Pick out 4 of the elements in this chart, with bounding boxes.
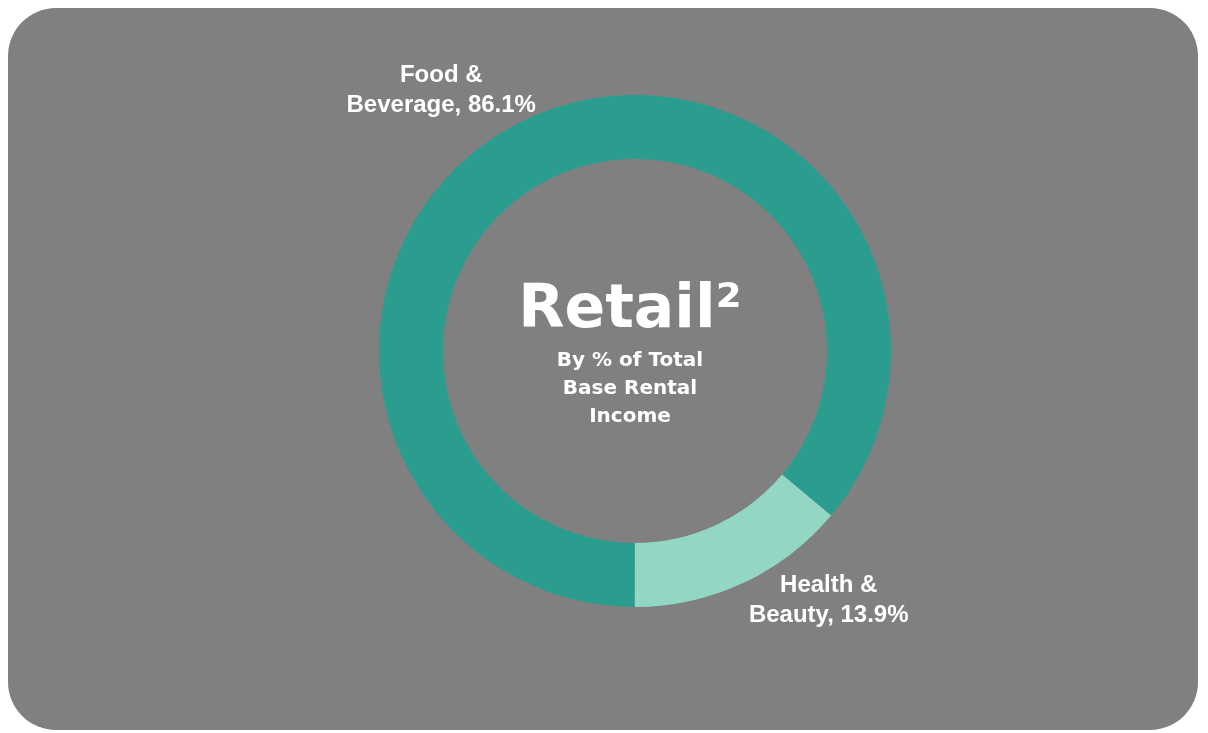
slice-label: Health & Beauty, 13.9% xyxy=(748,569,909,627)
text: Retail² xyxy=(517,271,743,341)
text: By % of Total Base Rental Income xyxy=(555,346,705,429)
slice-label: Food & Beverage, 86.1% xyxy=(346,60,536,118)
